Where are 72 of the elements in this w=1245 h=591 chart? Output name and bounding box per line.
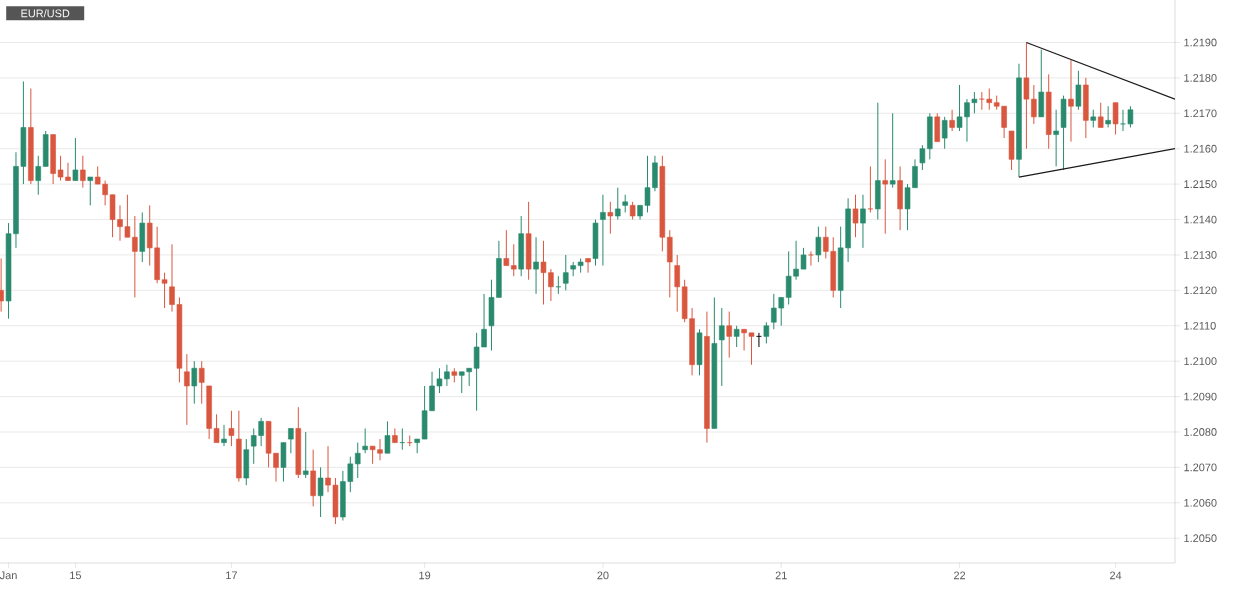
x-tick-label: 24: [1110, 571, 1122, 580]
candlestick: [392, 427, 398, 444]
candlestick: [72, 137, 79, 182]
candlestick: [889, 112, 896, 189]
candlestick: [184, 353, 190, 426]
candlestick: [585, 257, 591, 274]
candlestick: [35, 155, 42, 196]
x-tick-label: 20: [597, 571, 609, 580]
candlestick: [941, 116, 948, 150]
candlestick: [1053, 109, 1059, 167]
candlestick: [1120, 109, 1126, 132]
x-tick-label: Jan: [0, 571, 17, 580]
candlestick: [503, 229, 510, 267]
candlestick: [615, 187, 621, 221]
candlestick: [1075, 70, 1082, 111]
candlestick: [726, 311, 732, 359]
y-tick-label: 1.2110: [1184, 321, 1216, 330]
candlestick: [1112, 102, 1119, 136]
candlestick: [815, 226, 822, 263]
candlestick: [882, 158, 888, 235]
text: EUR/USD: [21, 9, 70, 18]
y-tick-label: 1.2090: [1184, 392, 1217, 401]
y-tick-label: 1.2060: [1184, 498, 1217, 507]
candlestick: [860, 194, 866, 249]
candlestick: [808, 250, 814, 267]
candlestick: [221, 424, 227, 447]
candlestick: [1127, 105, 1134, 128]
y-tick-label: 1.2120: [1184, 286, 1217, 295]
y-tick-label: 1.2050: [1184, 534, 1217, 543]
candlestick: [511, 243, 517, 277]
x-tick-label: 15: [70, 571, 82, 580]
x-tick-label: 19: [419, 571, 431, 580]
candlestick: [1068, 59, 1074, 143]
candlestick: [919, 144, 926, 171]
y-tick-label: 1.2070: [1184, 463, 1217, 472]
candlestick: [607, 201, 614, 235]
candlestick: [384, 420, 391, 454]
candlestick: [1097, 102, 1104, 128]
candlestick: [733, 325, 740, 348]
y-tick-label: 1.2190: [1184, 38, 1217, 47]
candlestick: [288, 427, 294, 454]
y-tick-label: 1.2180: [1184, 74, 1217, 82]
y-tick-label: 1.2170: [1184, 109, 1217, 118]
candlestick: [302, 431, 309, 479]
y-tick-label: 1.2150: [1184, 180, 1217, 188]
candlestick: [362, 427, 368, 454]
candlestick: [763, 321, 770, 344]
candlestick: [533, 236, 539, 295]
candlestick: [949, 109, 955, 132]
candlestick: [867, 165, 874, 213]
y-tick-label: 1.2160: [1184, 144, 1217, 153]
y-tick-label: 1.2100: [1184, 357, 1217, 366]
candlestick: [719, 307, 725, 387]
candlestick: [852, 194, 859, 238]
x-tick-label: 21: [775, 571, 787, 580]
candlestick: [191, 360, 198, 405]
candlestick: [228, 410, 235, 447]
candlestick: [986, 88, 993, 111]
candlestick: [80, 155, 86, 189]
x-tick-label: 22: [953, 571, 966, 580]
x-tick-label: 17: [226, 571, 237, 580]
y-tick-label: 1.2080: [1184, 428, 1217, 436]
candlestick: [198, 360, 205, 405]
candlestick: [354, 442, 361, 479]
candlestick: [87, 176, 94, 206]
y-tick-label: 1.2130: [1184, 251, 1217, 259]
y-tick-label: 1.2140: [1184, 215, 1217, 224]
candlestick: [563, 254, 569, 291]
candlestick: [600, 194, 606, 267]
candlestick: [317, 466, 324, 518]
candlestick: [1105, 105, 1111, 128]
candlestick: [674, 254, 680, 313]
